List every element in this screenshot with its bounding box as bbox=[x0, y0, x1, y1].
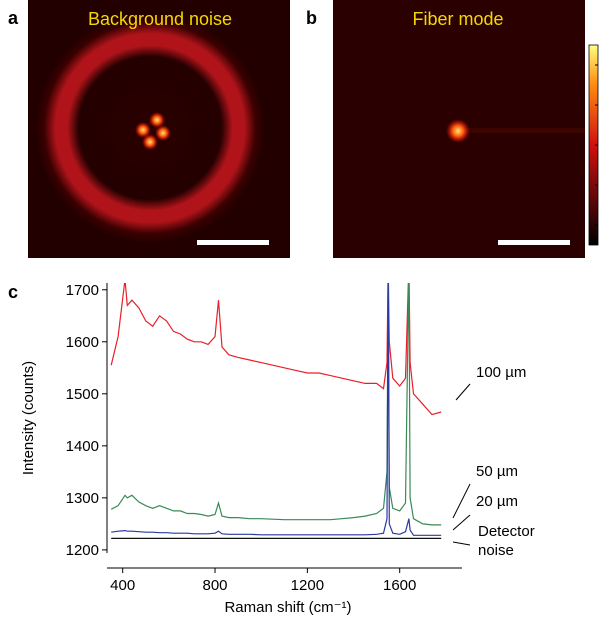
spots bbox=[135, 112, 171, 150]
panel-title: Fiber mode bbox=[412, 9, 503, 29]
scale-bar bbox=[498, 240, 570, 245]
x-tick-label: 1600 bbox=[383, 577, 416, 594]
panel-label: b bbox=[306, 8, 317, 28]
series-label: 50 µm bbox=[476, 463, 518, 480]
y-tick-label: 1400 bbox=[66, 438, 99, 455]
plot-area bbox=[110, 283, 442, 539]
y-tick-label: 1500 bbox=[66, 386, 99, 403]
y-tick-label: 1700 bbox=[66, 282, 99, 299]
y-tick-label: 1200 bbox=[66, 542, 99, 559]
x-tick-label: 800 bbox=[203, 577, 228, 594]
panel-title: Background noise bbox=[88, 9, 232, 29]
series-line bbox=[111, 283, 442, 536]
y-tick-label: 1300 bbox=[66, 490, 99, 507]
leaders bbox=[452, 383, 471, 546]
fiber-spot bbox=[446, 119, 470, 143]
series-label: Detector noise bbox=[478, 523, 535, 559]
series-label: 20 µm bbox=[476, 493, 518, 510]
colorbar-ticks bbox=[595, 64, 598, 226]
x-tick-label: 1200 bbox=[291, 577, 324, 594]
series-line bbox=[110, 283, 442, 526]
series-label: 100 µm bbox=[476, 364, 527, 381]
y-tick-label: 1600 bbox=[66, 334, 99, 351]
panel-label: a bbox=[8, 8, 19, 28]
scale-bar bbox=[197, 240, 269, 245]
fiber-trace bbox=[460, 128, 585, 133]
y-axis-label: Intensity (counts) bbox=[20, 361, 37, 475]
x-axis-label: Raman shift (cm⁻¹) bbox=[224, 599, 351, 616]
panel-label: c bbox=[8, 282, 18, 302]
series-line bbox=[110, 283, 442, 416]
x-tick-label: 400 bbox=[110, 577, 135, 594]
